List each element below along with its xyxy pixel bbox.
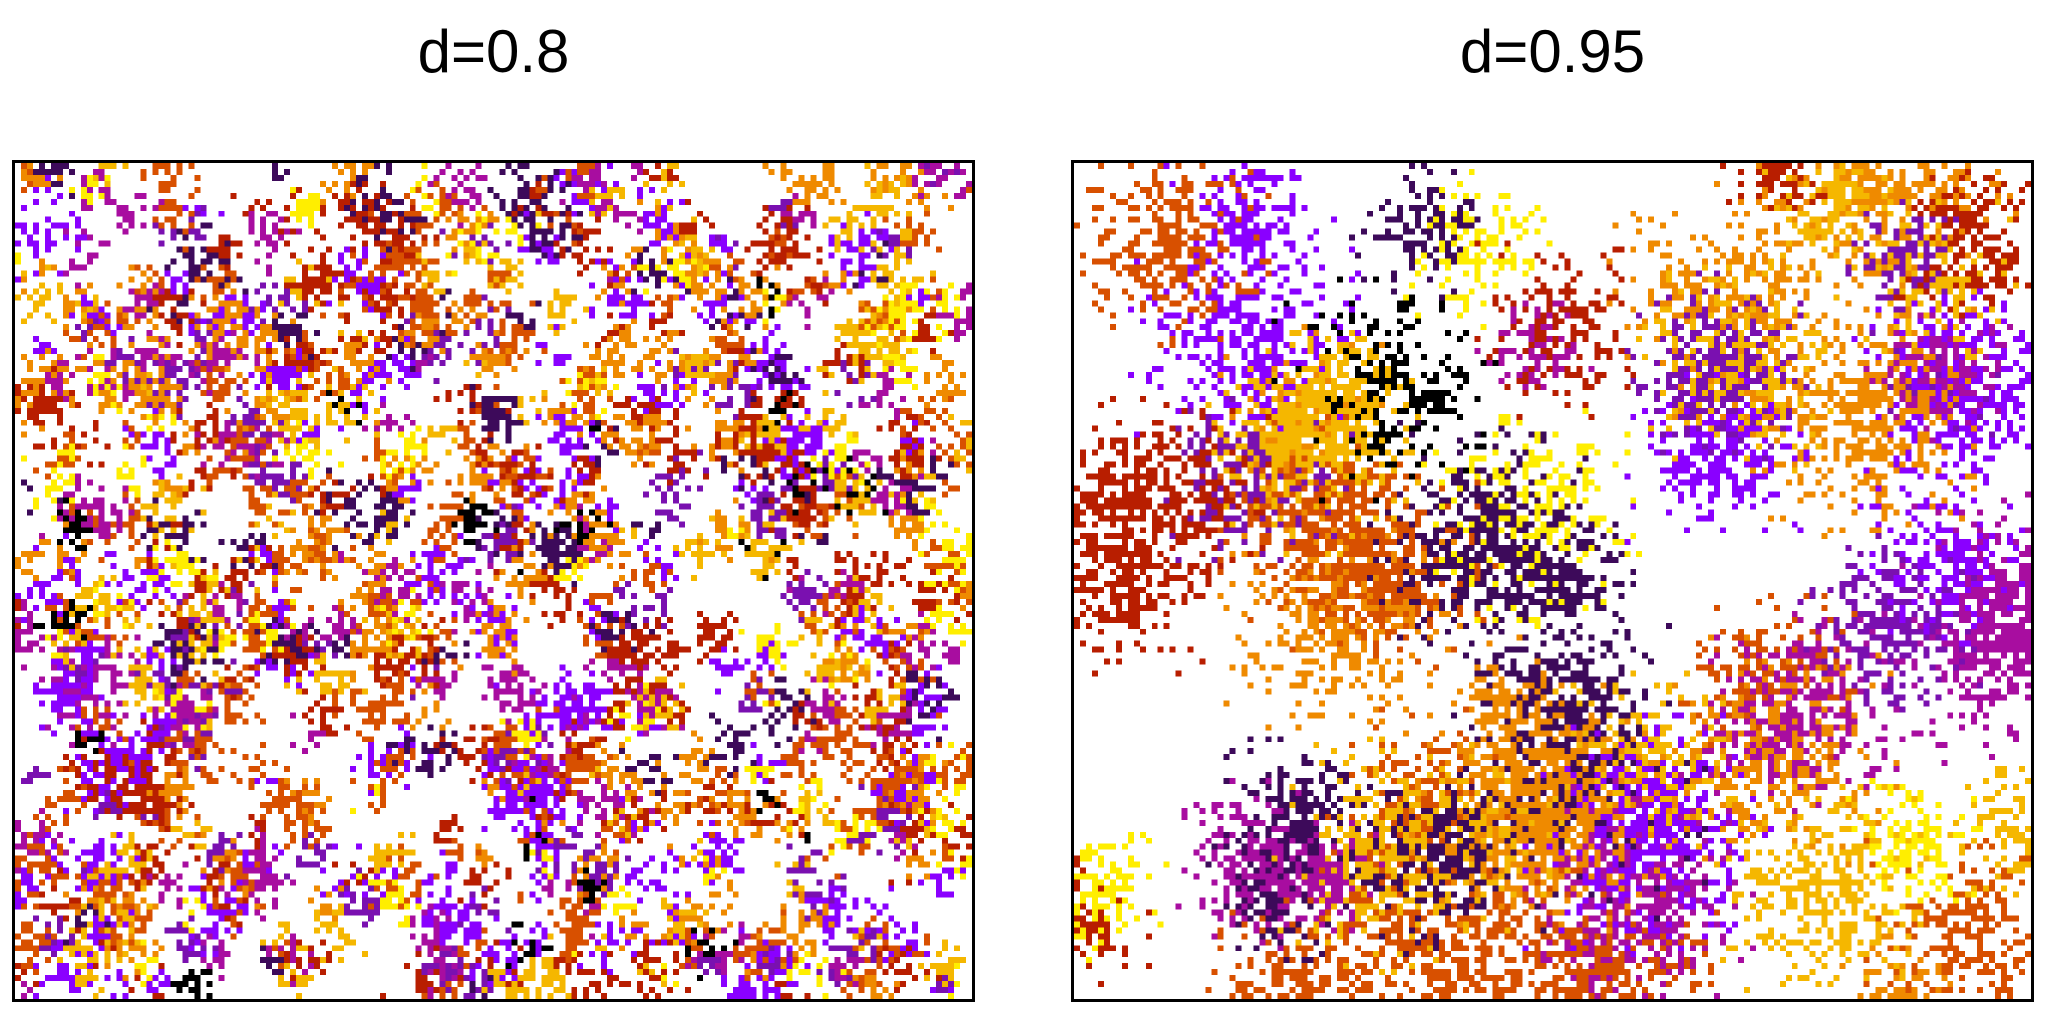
lattice-image-right [1074, 163, 2031, 999]
lattice-image-left [15, 163, 972, 999]
panel-title-right: d=0.95 [1459, 18, 1646, 85]
lattice-panel-right [1071, 160, 2034, 1002]
panel-title-left: d=0.8 [417, 18, 570, 85]
lattice-panel-left [12, 160, 975, 1002]
